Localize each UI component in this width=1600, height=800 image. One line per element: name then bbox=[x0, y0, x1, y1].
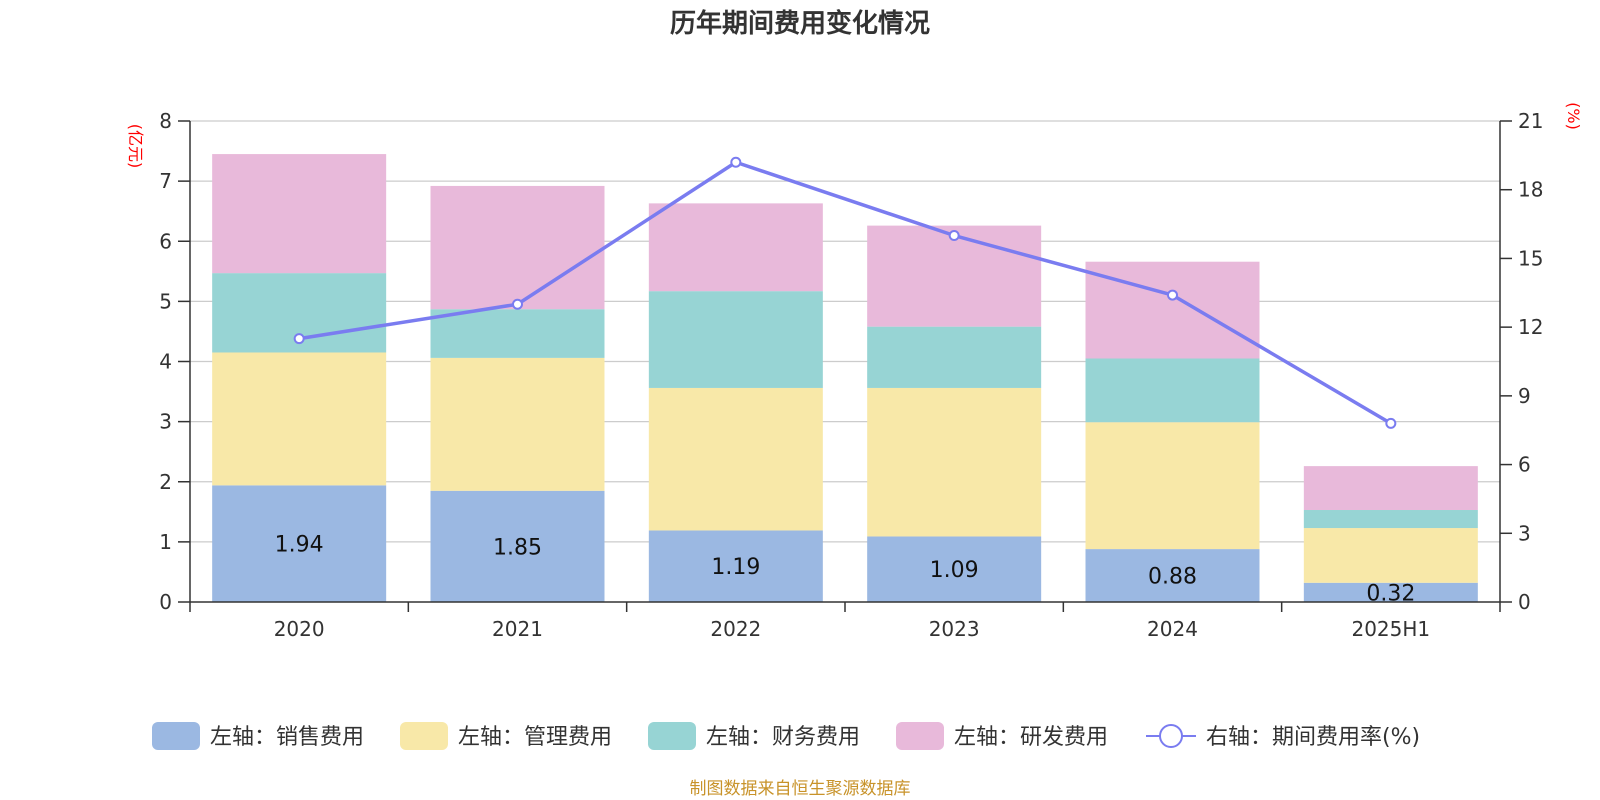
x-axis-tick-label: 2021 bbox=[492, 617, 543, 641]
source-note: 制图数据来自恒生聚源数据库 bbox=[690, 779, 911, 799]
left-axis-tick-label: 3 bbox=[159, 410, 172, 434]
bar-segment bbox=[1303, 510, 1478, 529]
bar-data-label: 1.94 bbox=[275, 533, 324, 558]
bar-segment bbox=[1085, 422, 1260, 550]
bar-segment bbox=[1085, 358, 1260, 423]
legend-swatch bbox=[896, 722, 944, 750]
right-axis-unit: (%) bbox=[1564, 102, 1583, 130]
x-axis-tick-label: 2023 bbox=[929, 617, 980, 641]
bar-segment bbox=[648, 203, 823, 292]
legend-label: 左轴：管理费用 bbox=[458, 725, 612, 750]
bar-segment bbox=[648, 530, 823, 602]
bar-segment bbox=[867, 326, 1042, 388]
bar-segment bbox=[212, 154, 387, 274]
legend-label: 左轴：研发费用 bbox=[954, 725, 1108, 750]
right-axis-tick-label: 6 bbox=[1518, 453, 1531, 477]
bar-segment bbox=[430, 357, 605, 491]
bar-segment bbox=[1085, 261, 1260, 359]
right-axis-tick-label: 0 bbox=[1518, 590, 1531, 614]
bar-segment bbox=[212, 352, 387, 486]
x-axis-tick-label: 2022 bbox=[710, 617, 761, 641]
left-axis-tick-label: 5 bbox=[159, 289, 172, 313]
legend-swatch bbox=[152, 722, 200, 750]
bar-segment bbox=[648, 291, 823, 388]
line-point bbox=[1167, 289, 1178, 301]
x-axis-tick-label: 2025H1 bbox=[1351, 617, 1430, 641]
bar-series bbox=[212, 154, 1478, 602]
bar-data-label: 1.09 bbox=[930, 558, 979, 583]
bar-data-label: 0.88 bbox=[1148, 565, 1197, 590]
line-point bbox=[293, 333, 305, 345]
left-axis-tick-label: 2 bbox=[159, 470, 172, 494]
legend-label: 左轴：销售费用 bbox=[210, 725, 364, 750]
legend-line-marker bbox=[1159, 724, 1183, 748]
grid-lines bbox=[190, 120, 1500, 543]
right-axis-tick-label: 21 bbox=[1518, 109, 1543, 133]
right-axis-tick-label: 9 bbox=[1518, 384, 1531, 408]
legend-swatch bbox=[400, 722, 448, 750]
line-point bbox=[512, 298, 523, 310]
bar-segment bbox=[430, 185, 605, 310]
x-axis-tick-label: 2020 bbox=[274, 617, 325, 641]
left-axis-tick-label: 6 bbox=[159, 229, 172, 253]
line-path bbox=[298, 160, 1392, 425]
right-axis-tick-label: 15 bbox=[1518, 246, 1543, 270]
bar-data-label: 1.85 bbox=[493, 535, 542, 560]
left-axis-tick-label: 8 bbox=[159, 109, 172, 133]
line-point bbox=[730, 156, 742, 168]
legend-label: 右轴：期间费用率(%) bbox=[1206, 725, 1420, 750]
left-axis-tick-label: 7 bbox=[159, 169, 172, 193]
right-axis-tick-label: 12 bbox=[1518, 315, 1543, 339]
legend: 左轴：销售费用 左轴：管理费用 左轴：财务费用 左轴：研发费用 右轴：期间费用率(%) bbox=[152, 722, 1420, 750]
bar-segment bbox=[867, 387, 1042, 537]
bar-segment bbox=[648, 387, 823, 531]
left-axis-tick-label: 1 bbox=[159, 530, 172, 554]
bar-segment bbox=[212, 485, 387, 602]
chart-title: 历年期间费用变化情况 bbox=[670, 8, 930, 39]
left-axis-tick-label: 4 bbox=[159, 350, 172, 374]
right-axis-tick-label: 3 bbox=[1518, 521, 1531, 545]
bar-data-label: 1.19 bbox=[711, 555, 760, 580]
bar-segment bbox=[430, 490, 605, 602]
bar-segment bbox=[1303, 582, 1478, 602]
x-axis-tick-label: 2024 bbox=[1147, 617, 1198, 641]
left-axis-tick-label: 0 bbox=[159, 590, 172, 614]
left-axis-unit: (亿元) bbox=[126, 124, 145, 169]
right-axis-tick-label: 18 bbox=[1518, 178, 1543, 202]
bar-segment bbox=[1303, 466, 1478, 511]
bar-segment bbox=[1303, 528, 1478, 583]
bar-segment bbox=[430, 309, 605, 358]
bar-segment bbox=[867, 225, 1042, 327]
legend-swatch bbox=[648, 722, 696, 750]
line-series bbox=[293, 156, 1397, 429]
legend-label: 左轴：财务费用 bbox=[706, 725, 860, 750]
line-point bbox=[1385, 417, 1397, 429]
bar-segment bbox=[1085, 549, 1260, 602]
bar-segment bbox=[867, 536, 1042, 602]
line-point bbox=[948, 230, 960, 242]
